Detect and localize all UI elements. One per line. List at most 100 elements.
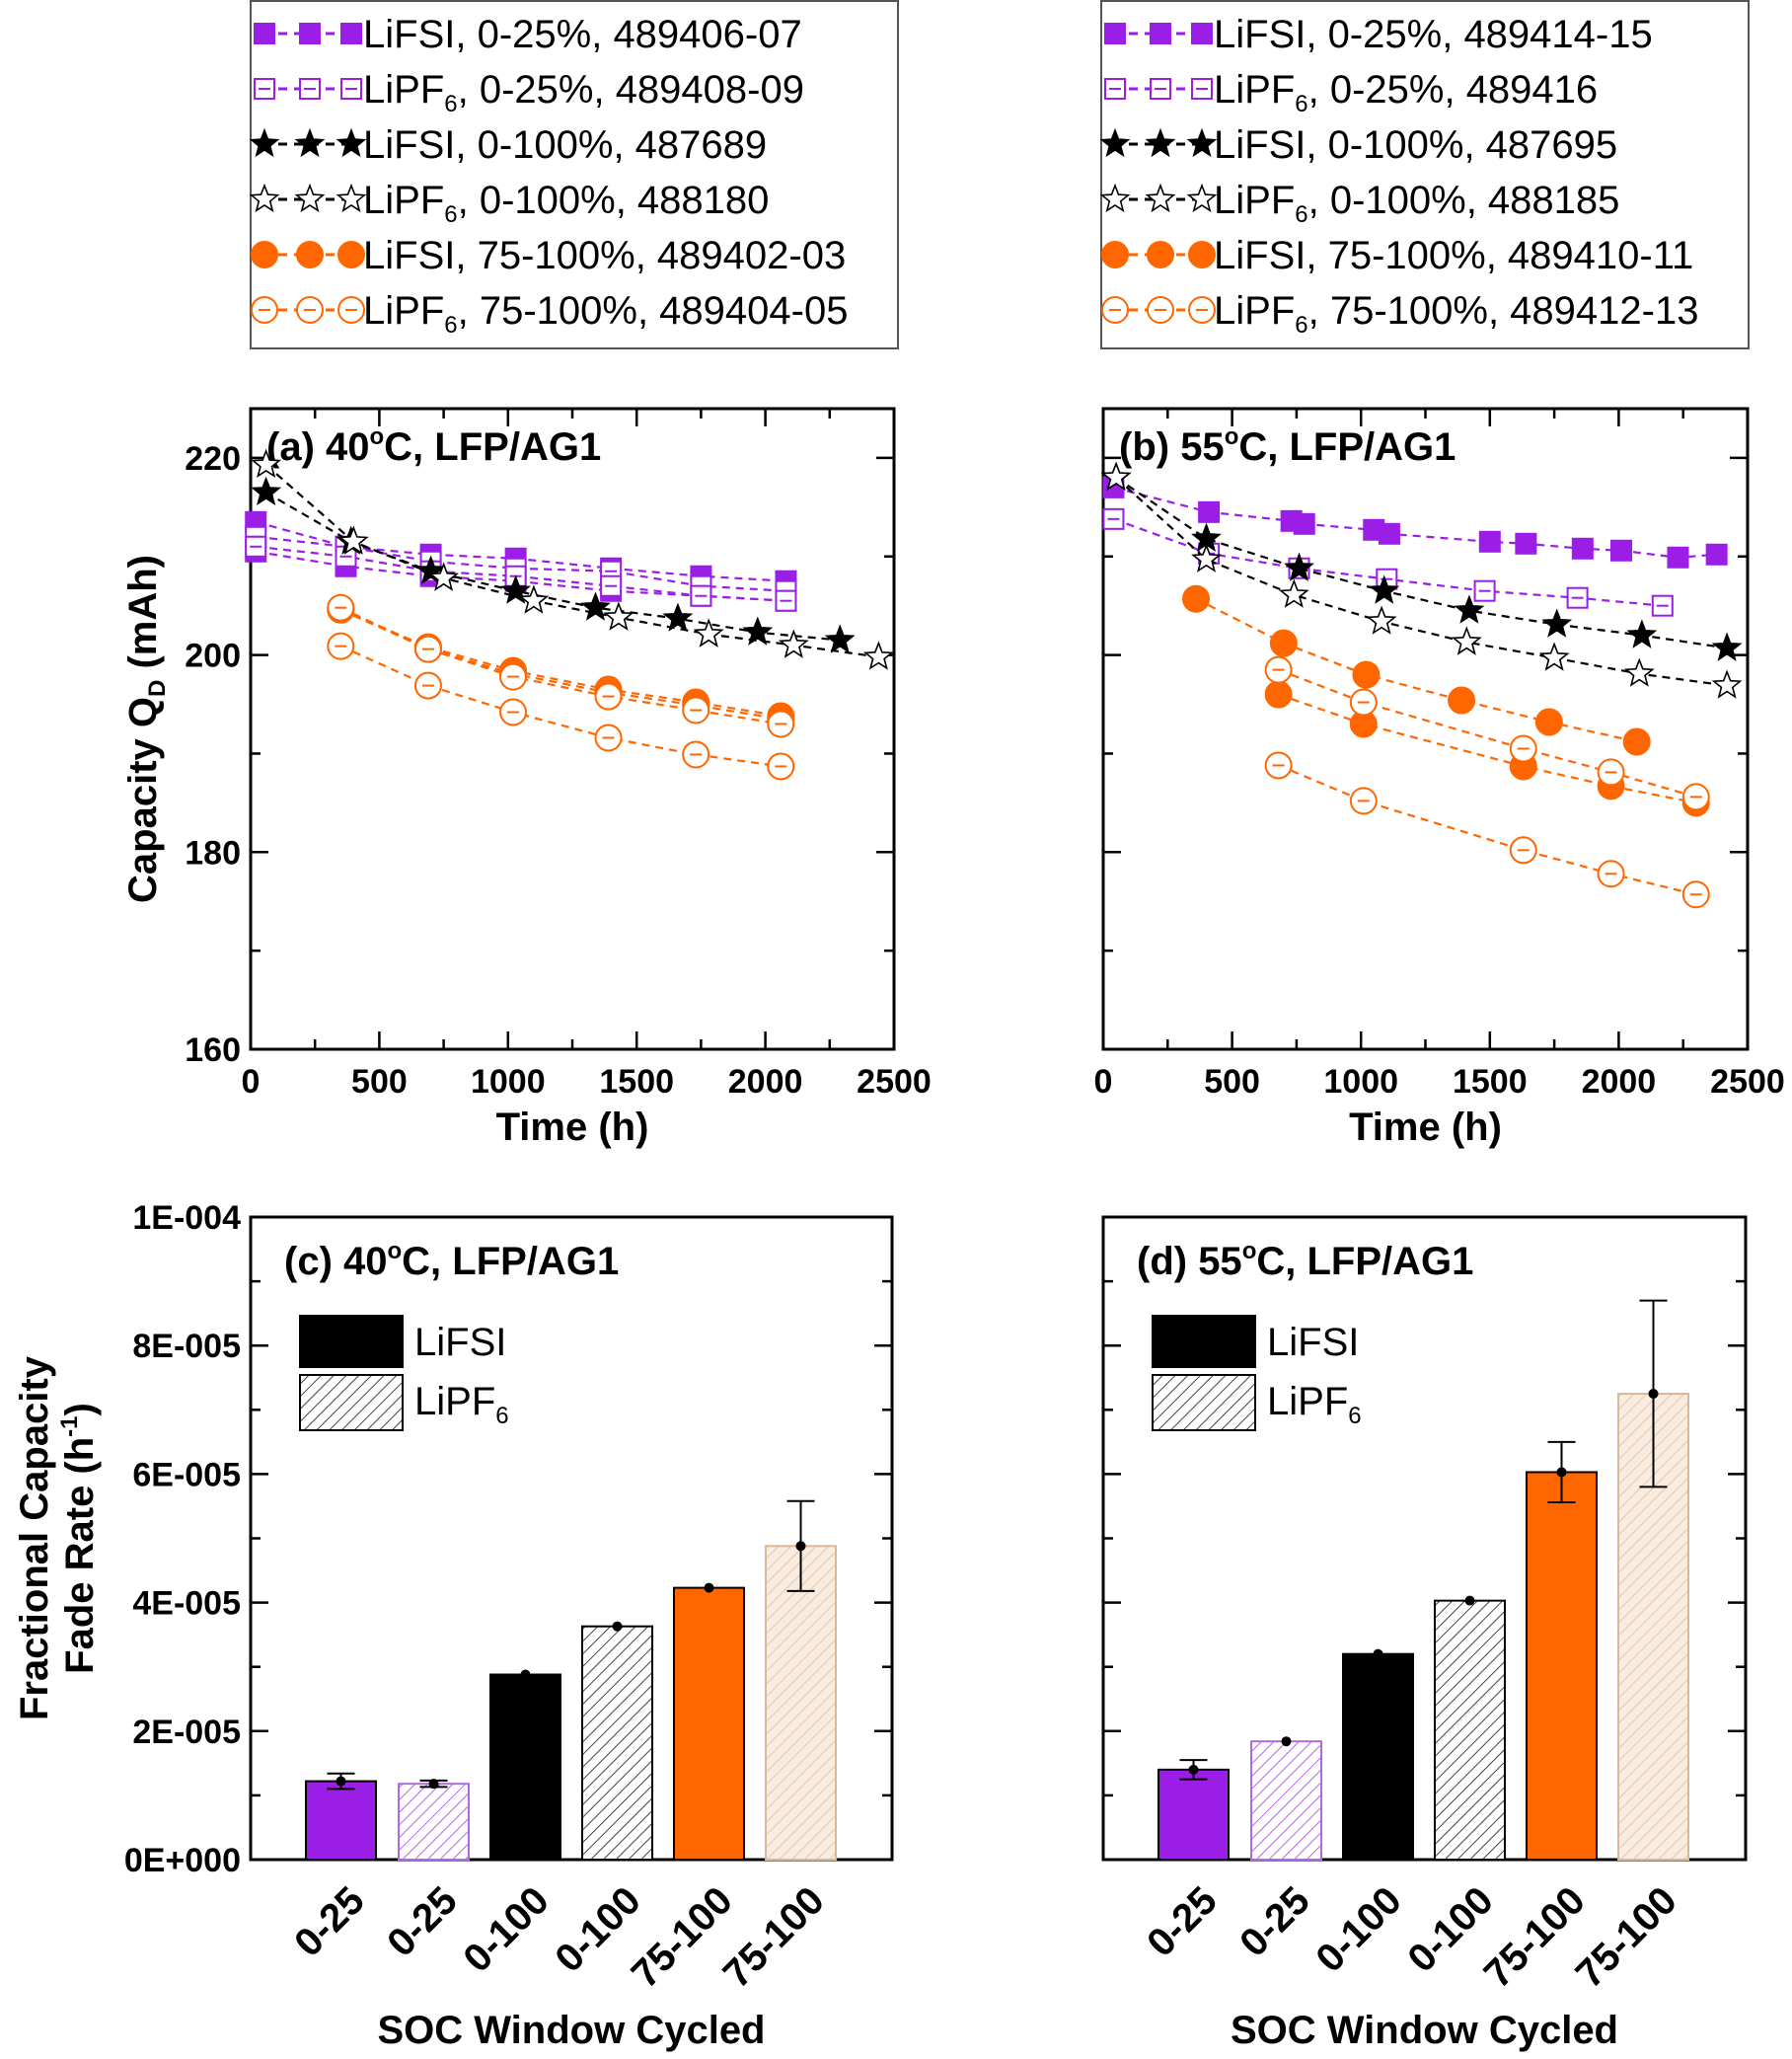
x-category-label: 0-25 <box>379 1878 466 1965</box>
bar-mean-dot <box>428 1779 439 1790</box>
x-tick-label-part: 1000 <box>471 1063 546 1101</box>
series-line <box>339 645 782 768</box>
bar-legend-label: LiFSI <box>1267 1321 1359 1364</box>
legend-label-part: 6 <box>444 312 457 339</box>
x-category-label-part: 0-25 <box>1232 1878 1318 1965</box>
data-point <box>1293 512 1315 535</box>
data-point <box>1278 578 1309 608</box>
x-category-label-part: 75-100 <box>1568 1878 1685 1996</box>
y-tick-label-part: 160 <box>185 1031 241 1069</box>
data-point <box>1269 629 1298 657</box>
legend-label: LiFSI, 0-25%, 489414-15 <box>1214 13 1653 56</box>
x-tick-label-part: 1500 <box>599 1063 674 1101</box>
x-category-label: 75-100 <box>1476 1878 1594 1996</box>
legend-label-part: 6 <box>1295 312 1307 339</box>
data-point <box>1610 539 1633 562</box>
bar <box>489 1673 561 1861</box>
bar <box>1434 1599 1506 1861</box>
legend-marker <box>1099 127 1131 158</box>
x-axis-label: Time (h) <box>496 1106 649 1149</box>
y-axis-label-line2-part: ) <box>58 1403 102 1415</box>
legend-label-part: , 0-100%, 488180 <box>458 179 770 222</box>
y-axis-label-line2: Fade Rate (h-1) <box>56 1403 102 1674</box>
x-category-label-part: 0-25 <box>379 1878 466 1965</box>
legend-label-part: LiPF <box>363 68 444 112</box>
legend-label-part: LiFSI <box>363 123 455 167</box>
y-axis-label-line2-part: -1 <box>56 1415 83 1436</box>
legend-label-part: LiFSI <box>1214 234 1306 277</box>
legend-label-part: LiFSI <box>363 234 455 277</box>
legend-label-part: 6 <box>1295 91 1307 117</box>
bar-mean-dot <box>1188 1764 1199 1775</box>
legend-label: LiPF6, 0-100%, 488180 <box>363 179 769 228</box>
x-tick-label-part: 2500 <box>857 1063 932 1101</box>
data-point <box>1705 543 1728 566</box>
data-point <box>1378 522 1400 545</box>
data-point <box>1454 594 1485 624</box>
y-tick-label: 160 <box>185 1031 241 1069</box>
legend-label-part: , 0-100%, 487689 <box>455 123 767 167</box>
legend-marker <box>336 183 367 213</box>
x-tick-label-part: 1000 <box>1323 1063 1398 1101</box>
x-tick-label: 500 <box>1204 1063 1260 1101</box>
y-tick-label-part: 220 <box>185 440 241 478</box>
y-axis-label-part: D <box>144 680 171 697</box>
legend-label-part: , 0-100%, 487695 <box>1306 123 1617 167</box>
legend-marker <box>340 23 362 44</box>
bar <box>1157 1768 1230 1861</box>
x-axis-label: SOC Window Cycled <box>377 2009 765 2052</box>
x-tick-label: 500 <box>351 1063 408 1101</box>
panel-title-part: o <box>388 1238 403 1264</box>
data-point <box>742 616 774 646</box>
legend-marker <box>336 127 367 158</box>
x-axis-label: SOC Window Cycled <box>1231 2009 1618 2052</box>
bar-mean-dot <box>1556 1467 1567 1478</box>
y-axis-label-part: Capacity Q <box>121 697 165 903</box>
bar-legend-label-part: LiFSI <box>414 1321 506 1364</box>
panel-title-part: C, LFP/AG1 <box>402 1240 619 1283</box>
legend-label-part: , 75-100%, 489410-11 <box>1306 234 1693 277</box>
panel-title-part: (c) 40 <box>284 1240 388 1283</box>
data-point <box>778 629 809 658</box>
y-axis-label-line1: Fractional Capacity <box>13 1355 56 1720</box>
legend-label-part: LiPF <box>363 179 444 222</box>
data-point <box>580 591 611 621</box>
data-point <box>1534 708 1563 736</box>
bar-legend-label: LiPF6 <box>414 1380 509 1429</box>
y-tick-label-part: 0E+000 <box>124 1842 241 1879</box>
legend-label-part: 6 <box>444 201 457 228</box>
bar-mean-dot <box>1648 1389 1659 1400</box>
series-line <box>1278 764 1697 896</box>
panel-title-part: C, LFP/AG1 <box>384 425 601 469</box>
x-category-label-part: 0-25 <box>286 1878 373 1965</box>
panel-title-part: o <box>370 423 385 450</box>
legend-label: LiPF6, 0-25%, 489416 <box>1214 68 1598 117</box>
x-tick-label: 1500 <box>1453 1063 1528 1101</box>
bar <box>765 1545 837 1861</box>
legend-marker <box>1145 127 1176 158</box>
x-tick-label-part: 500 <box>351 1063 408 1101</box>
x-category-label-part: 0-100 <box>455 1878 557 1980</box>
x-axis-label-part: SOC Window Cycled <box>377 2009 765 2052</box>
bar-mean-dot <box>1373 1648 1383 1659</box>
bar-legend-label-part: LiPF <box>414 1380 495 1423</box>
legend-marker <box>249 183 280 213</box>
y-tick-label: 1E-004 <box>132 1199 241 1237</box>
bar-legend-label-part: LiFSI <box>1267 1321 1359 1364</box>
data-point <box>500 574 532 604</box>
x-category-label: 0-25 <box>1139 1878 1226 1965</box>
legend-label-part: , 0-25%, 489414-15 <box>1306 13 1652 56</box>
bar-legend-label-part: LiPF <box>1267 1380 1348 1423</box>
bar <box>1250 1740 1322 1861</box>
x-category-label: 0-100 <box>455 1878 557 1980</box>
y-tick-label: 6E-005 <box>132 1456 241 1493</box>
plot-frame <box>249 407 896 1051</box>
x-category-label-part: 0-100 <box>1307 1878 1409 1980</box>
x-category-label-part: 0-25 <box>1139 1878 1226 1965</box>
x-axis-label-part: Time (h) <box>1349 1106 1502 1149</box>
y-tick-label-part: 8E-005 <box>132 1328 241 1365</box>
legend-marker <box>1099 183 1131 213</box>
y-tick-label-part: 200 <box>185 638 241 675</box>
data-point <box>1541 608 1573 638</box>
y-axis-label-line1-part: Fractional Capacity <box>13 1355 56 1720</box>
